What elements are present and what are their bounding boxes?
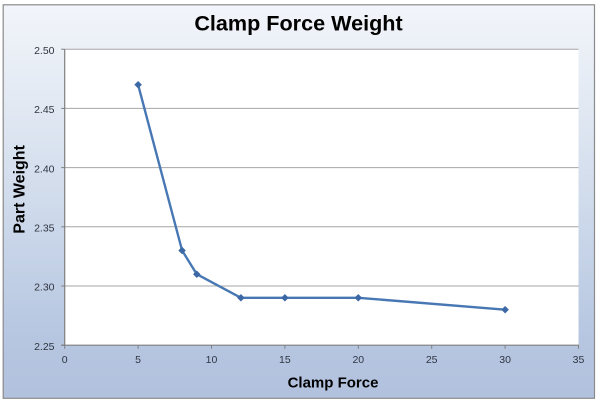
svg-text:2.40: 2.40 — [34, 163, 55, 175]
svg-text:Clamp Force Weight: Clamp Force Weight — [194, 11, 402, 36]
svg-text:35: 35 — [573, 354, 585, 366]
svg-text:2.50: 2.50 — [34, 45, 55, 57]
svg-text:2.45: 2.45 — [34, 104, 55, 116]
svg-text:2.30: 2.30 — [34, 282, 55, 294]
svg-text:0: 0 — [62, 354, 68, 366]
svg-text:Part Weight: Part Weight — [12, 144, 29, 233]
svg-text:15: 15 — [279, 354, 291, 366]
svg-text:Clamp Force: Clamp Force — [288, 375, 379, 392]
svg-text:5: 5 — [135, 354, 141, 366]
svg-text:20: 20 — [352, 354, 364, 366]
svg-text:25: 25 — [426, 354, 438, 366]
svg-text:2.25: 2.25 — [34, 341, 55, 353]
svg-text:30: 30 — [499, 354, 511, 366]
svg-text:10: 10 — [206, 354, 218, 366]
svg-text:2.35: 2.35 — [34, 223, 55, 235]
